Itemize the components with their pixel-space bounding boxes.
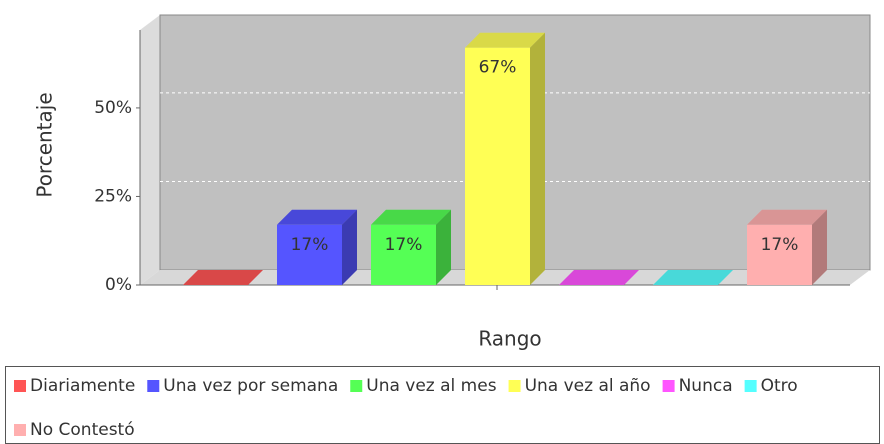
y-tick-label: 50% bbox=[94, 98, 132, 118]
bar-side bbox=[812, 209, 827, 285]
legend-swatch bbox=[662, 380, 675, 392]
legend-swatch bbox=[744, 380, 757, 392]
bar bbox=[371, 224, 436, 285]
x-axis-label: Rango bbox=[478, 327, 541, 351]
bar bbox=[465, 47, 530, 286]
bar-top bbox=[465, 32, 545, 48]
bar-top bbox=[559, 270, 639, 285]
bar-top bbox=[277, 209, 357, 225]
bar-top-shade bbox=[183, 270, 263, 285]
bar bbox=[277, 224, 342, 285]
bar-top-shade bbox=[747, 209, 827, 225]
y-tick-label: 25% bbox=[94, 186, 132, 206]
legend-swatch bbox=[350, 380, 363, 392]
legend-swatch bbox=[14, 424, 26, 436]
bar-top-shade bbox=[371, 209, 451, 225]
bar-top-shade bbox=[277, 209, 357, 225]
data-label: 67% bbox=[479, 58, 517, 78]
legend-swatch bbox=[14, 380, 26, 392]
legend-label: Nunca bbox=[679, 376, 733, 396]
legend-label: Diariamente bbox=[30, 376, 135, 396]
y-tick-label: 0% bbox=[105, 275, 132, 295]
bar-side-shade bbox=[812, 209, 827, 285]
bar-side-shade bbox=[436, 209, 451, 285]
bar-side bbox=[436, 209, 451, 285]
legend-label: No Contestó bbox=[30, 420, 135, 440]
bar-top bbox=[183, 270, 263, 285]
bar-side bbox=[342, 209, 357, 285]
legend-swatch bbox=[147, 380, 160, 392]
data-label: 17% bbox=[385, 235, 423, 255]
left-wall bbox=[140, 15, 160, 285]
bar-side-shade bbox=[530, 32, 545, 286]
bar-top bbox=[747, 209, 827, 225]
bar-top-shade bbox=[465, 32, 545, 48]
bar-top-shade bbox=[559, 270, 639, 285]
legend-label: Una vez por semana bbox=[163, 376, 338, 396]
bar bbox=[747, 224, 812, 285]
y-axis-label: Porcentaje bbox=[33, 92, 57, 197]
legend-swatch bbox=[508, 380, 521, 392]
legend-label: Una vez al año bbox=[525, 376, 651, 396]
legend-label: Otro bbox=[761, 376, 798, 396]
bar-top-shade bbox=[653, 270, 733, 285]
bar-side bbox=[530, 32, 545, 286]
data-label: 17% bbox=[761, 235, 799, 255]
bar-side-shade bbox=[342, 209, 357, 285]
legend-label: Una vez al mes bbox=[366, 376, 496, 396]
bar-top bbox=[371, 209, 451, 225]
data-label: 17% bbox=[291, 235, 329, 255]
bar-top bbox=[653, 270, 733, 285]
